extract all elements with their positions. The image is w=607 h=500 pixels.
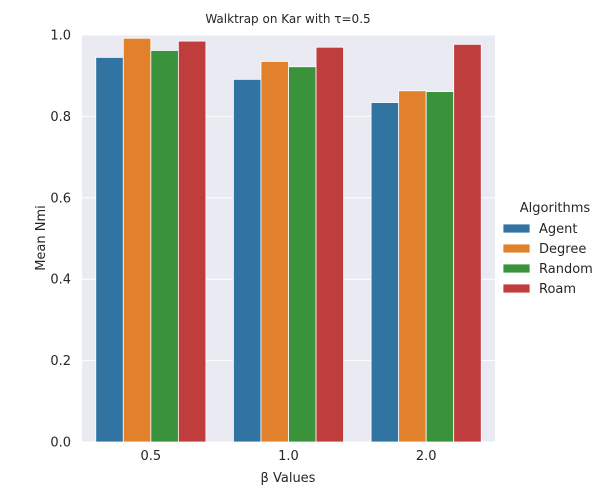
bar-agent: [370, 102, 400, 443]
x-tick-label: 0.5: [140, 449, 161, 464]
bar-roam: [453, 43, 482, 443]
legend-label-random: Random: [539, 262, 593, 277]
bar-roam: [315, 46, 344, 443]
x-tick-label: 1.0: [278, 449, 299, 464]
y-tick-label: 1.0: [50, 29, 71, 44]
legend-label-roam: Roam: [539, 282, 576, 297]
bar-degree: [122, 37, 152, 443]
bar-random: [288, 66, 317, 443]
y-tick-labels: 0.0 0.2 0.4 0.6 0.8 1.0: [50, 29, 71, 451]
bar-degree: [260, 61, 289, 443]
legend-title: Algorithms: [520, 201, 591, 216]
legend-label-agent: Agent: [539, 222, 577, 237]
y-tick-label: 0.2: [50, 354, 71, 369]
x-tick-label: 2.0: [416, 449, 437, 464]
bar-random: [425, 91, 455, 443]
y-tick-label: 0.0: [50, 436, 71, 451]
legend-swatch-degree: [502, 243, 531, 254]
bar-agent: [95, 56, 124, 443]
y-tick-label: 0.4: [50, 273, 71, 288]
legend-swatch-random: [502, 263, 531, 274]
bar-roam: [177, 40, 207, 443]
x-axis-label: β Values: [261, 471, 316, 486]
chart-title: Walktrap on Kar with τ=0.5: [205, 12, 370, 26]
legend: Algorithms Agent Degree Random Roam: [502, 201, 593, 297]
x-tick-labels: 0.5 1.0 2.0: [140, 449, 436, 464]
bar-agent: [233, 78, 262, 443]
y-tick-label: 0.6: [50, 191, 71, 206]
bar-degree: [398, 90, 427, 443]
y-tick-label: 0.8: [50, 110, 71, 125]
legend-swatch-roam: [502, 283, 531, 294]
legend-swatch-agent: [502, 223, 531, 234]
bar-random: [150, 50, 179, 443]
legend-label-degree: Degree: [539, 242, 586, 257]
bars: [95, 37, 482, 443]
y-axis-label: Mean Nmi: [34, 205, 49, 271]
